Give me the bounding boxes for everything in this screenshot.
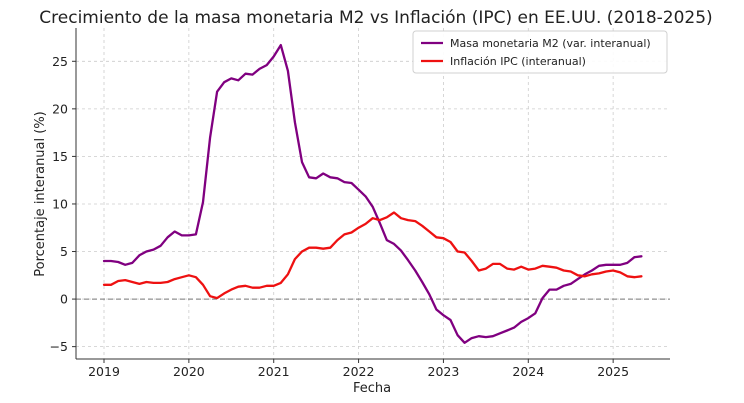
y-axis-label: Porcentaje interanual (%) xyxy=(33,111,48,277)
axes xyxy=(72,28,670,363)
grid xyxy=(76,28,670,359)
x-axis-label: Fecha xyxy=(353,381,391,396)
y-tick-label: 10 xyxy=(52,196,68,211)
chart-title: Crecimiento de la masa monetaria M2 vs I… xyxy=(39,8,712,28)
x-tick-label: 2021 xyxy=(258,364,290,379)
y-tick-label: 25 xyxy=(52,54,68,69)
x-tick-label: 2022 xyxy=(343,364,375,379)
x-tick-label: 2024 xyxy=(512,364,544,379)
y-tick-label: 15 xyxy=(52,149,68,164)
legend-label-ipc: Inflación IPC (interanual) xyxy=(450,55,586,68)
series-group xyxy=(102,43,643,344)
series-line-ipc xyxy=(102,211,643,300)
y-tick-label: −5 xyxy=(50,339,68,354)
legend: Masa monetaria M2 (var. interanual) Infla… xyxy=(412,30,668,74)
x-tick-label: 2020 xyxy=(173,364,205,379)
y-tick-label: 5 xyxy=(60,244,68,259)
x-tick-label: 2019 xyxy=(88,364,120,379)
y-tick-label: 20 xyxy=(52,101,68,116)
x-tick-label: 2025 xyxy=(597,364,629,379)
legend-label-m2: Masa monetaria M2 (var. interanual) xyxy=(450,37,651,50)
x-tick-label: 2023 xyxy=(428,364,460,379)
series-line-m2 xyxy=(102,43,643,344)
legend-box xyxy=(412,30,668,74)
y-tick-label: 0 xyxy=(60,292,68,307)
